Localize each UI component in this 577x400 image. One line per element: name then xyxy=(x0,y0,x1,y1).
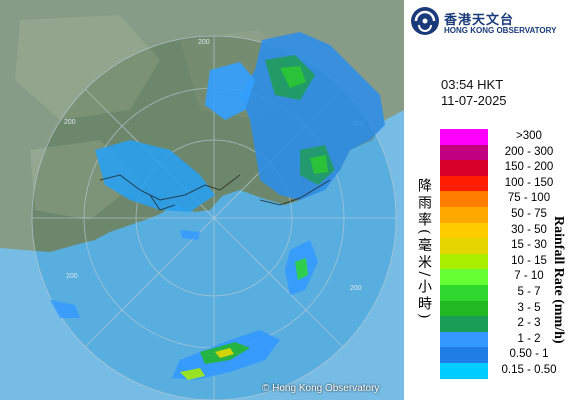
legend-label: 5 - 7 xyxy=(517,286,541,298)
legend-swatch xyxy=(440,300,488,317)
date-text: 11-07-2025 xyxy=(441,93,507,108)
legend-swatch xyxy=(440,129,488,145)
ring-label: 200 xyxy=(64,119,76,126)
legend-label: 2 - 3 xyxy=(517,317,541,330)
legend-label: 30 - 50 xyxy=(511,223,547,236)
coastlines xyxy=(99,174,331,211)
logo-english-name: HONG KONG OBSERVATORY xyxy=(444,26,557,35)
legend-label: >300 xyxy=(516,130,542,142)
ring-label: 200 xyxy=(66,273,78,280)
legend-swatch xyxy=(440,175,488,192)
legend-swatch xyxy=(440,238,488,254)
legend-label: 150 - 200 xyxy=(504,161,554,174)
legend-label: 200 - 300 xyxy=(504,145,554,158)
legend-swatch xyxy=(440,269,488,285)
legend-label: 15 - 30 xyxy=(511,239,547,252)
legend-label: 50 - 75 xyxy=(511,208,547,220)
legend-label: 10 - 15 xyxy=(511,254,547,267)
legend-swatch xyxy=(440,160,488,176)
legend-label: 0.15 - 0.50 xyxy=(501,364,557,376)
legend-title-english: Rainfall Rate (mm/h) xyxy=(551,216,566,344)
legend-swatch xyxy=(440,285,488,301)
legend-label: 1 - 2 xyxy=(517,332,541,345)
legend-label: 0.50 - 1 xyxy=(509,348,549,361)
radar-map[interactable]: 200 200 200 200 200 xyxy=(0,0,404,400)
legend-swatch xyxy=(440,222,488,239)
timestamp: 03:54 HKT 11-07-2025 xyxy=(441,77,507,109)
rain-echoes xyxy=(50,32,385,380)
ring-label: 200 xyxy=(198,39,210,46)
legend-label: 100 - 150 xyxy=(504,176,554,189)
rainfall-legend xyxy=(440,129,488,379)
info-panel: 香港天文台 HONG KONG OBSERVATORY 03:54 HKT 11… xyxy=(404,0,577,400)
legend-swatch xyxy=(440,191,488,207)
ring-label: 200 xyxy=(350,285,362,292)
legend-swatch xyxy=(440,331,488,348)
legend-swatch xyxy=(440,144,488,161)
outside-range-mask xyxy=(0,0,404,400)
legend-swatch xyxy=(440,347,488,363)
logo-chinese-name: 香港天文台 xyxy=(444,12,515,27)
legend-label: 7 - 10 xyxy=(514,270,544,283)
time-text: 03:54 HKT xyxy=(441,77,504,92)
legend-swatch xyxy=(440,363,488,379)
legend-label: 75 - 100 xyxy=(507,192,551,205)
legend-label: 3 - 5 xyxy=(517,301,541,314)
legend-swatch xyxy=(440,316,488,332)
legend-title-chinese: 降雨率(毫米/小時) xyxy=(416,178,432,322)
copyright-text: © Hong Kong Observatory xyxy=(262,383,380,394)
hko-emblem-icon xyxy=(411,7,439,35)
hko-logo[interactable]: 香港天文台 HONG KONG OBSERVATORY xyxy=(410,6,575,38)
land-texture xyxy=(15,15,160,120)
radar-map-canvas: 200 200 200 200 200 xyxy=(0,0,404,400)
legend-swatch xyxy=(440,207,488,223)
legend-swatch xyxy=(440,253,488,270)
